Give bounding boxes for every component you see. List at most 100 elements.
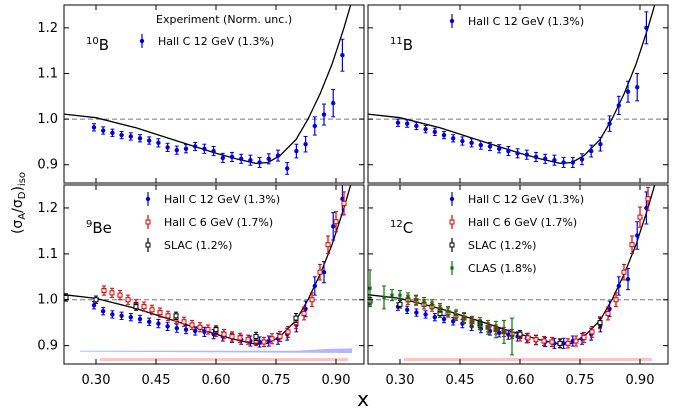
data-point	[395, 120, 401, 125]
nucleus-label: 12C	[390, 219, 413, 237]
data-point	[309, 297, 315, 303]
data-point	[432, 314, 437, 320]
data-point	[645, 196, 651, 202]
data-point	[193, 328, 198, 334]
data-point	[101, 288, 107, 294]
legend-marker	[449, 219, 455, 225]
data-point	[340, 53, 345, 58]
data-point	[573, 338, 579, 344]
legend-label: Hall C 6 GeV (1.7%)	[164, 216, 273, 229]
data-point	[581, 334, 587, 340]
y-tick-label: 1.2	[37, 201, 58, 216]
data-point	[605, 311, 611, 317]
data-point	[174, 326, 179, 331]
data-point	[589, 148, 594, 154]
data-point	[486, 325, 490, 329]
data-point	[181, 319, 187, 325]
data-point	[110, 312, 115, 317]
legend-entry: SLAC (1.2%)	[449, 238, 536, 252]
series-hallc12	[91, 185, 345, 348]
data-point	[202, 146, 207, 151]
data-point	[331, 100, 336, 106]
data-point	[478, 322, 482, 326]
data-point	[616, 103, 621, 108]
data-point	[543, 156, 548, 162]
data-point	[183, 327, 189, 332]
data-point	[109, 290, 115, 296]
data-point	[101, 128, 106, 133]
nucleus-label: 9Be	[86, 219, 112, 237]
nucleus-label: 10B	[86, 36, 109, 54]
data-point	[462, 316, 466, 320]
data-point	[156, 321, 161, 326]
data-point	[616, 283, 621, 289]
data-point	[213, 327, 219, 333]
data-point	[441, 316, 447, 322]
data-point	[368, 286, 372, 290]
plot-area	[64, 5, 364, 175]
plot-area	[368, 5, 668, 168]
y-axis-label: (σA/σD)iso	[10, 172, 28, 234]
data-point	[173, 313, 179, 319]
data-point	[470, 320, 474, 324]
data-point	[137, 136, 143, 141]
data-point	[93, 297, 99, 303]
data-point	[285, 329, 291, 335]
data-point	[635, 233, 640, 238]
data-point	[589, 329, 595, 335]
data-point	[101, 309, 106, 314]
x-tick-label: 0.90	[322, 373, 351, 388]
x-axis-label: x	[357, 387, 369, 411]
data-point	[237, 335, 243, 341]
data-point	[607, 121, 612, 126]
data-point	[565, 340, 571, 346]
x-tick-label: 0.45	[142, 373, 171, 388]
data-point	[64, 294, 69, 300]
data-point	[517, 331, 523, 337]
data-point	[570, 160, 575, 165]
data-point	[119, 313, 124, 319]
data-point	[220, 155, 225, 161]
data-point	[549, 339, 555, 345]
data-point	[506, 332, 511, 337]
data-point	[597, 320, 603, 326]
plot-area	[368, 185, 668, 362]
data-point	[239, 156, 244, 162]
legend-marker	[450, 266, 454, 270]
data-point	[110, 130, 115, 135]
legend-entry: Hall C 6 GeV (1.7%)	[145, 215, 273, 229]
y-tick-label: 1.0	[37, 112, 58, 127]
data-point	[432, 129, 437, 135]
data-point	[157, 310, 163, 316]
data-point	[524, 152, 529, 157]
data-point	[382, 295, 386, 300]
legend-label: Hall C 12 GeV (1.3%)	[164, 193, 280, 206]
panel-2: 0.30 0.45 0.60 0.75 0.90 0.9 1.0 1.1 1.2 9Be Hall …	[37, 184, 365, 388]
theory-curve	[368, 185, 656, 345]
data-point	[438, 306, 442, 310]
x-tick-label: 0.60	[202, 373, 231, 388]
data-point	[253, 333, 259, 339]
data-point	[552, 157, 557, 163]
panel-1: 11B Hall C 12 GeV (1.3%)	[367, 4, 669, 184]
data-point	[301, 311, 307, 317]
data-point	[303, 142, 308, 147]
data-point	[165, 324, 170, 329]
data-point	[398, 293, 402, 297]
data-point	[635, 84, 640, 90]
data-point	[397, 301, 403, 307]
data-point	[579, 157, 585, 162]
data-point	[451, 136, 456, 141]
data-point	[629, 242, 635, 248]
data-point	[515, 151, 520, 156]
data-point	[414, 123, 419, 129]
legend-label: CLAS (1.8%)	[468, 262, 537, 275]
x-tick-label: 0.75	[566, 373, 595, 388]
data-point	[331, 224, 336, 229]
data-point	[165, 145, 170, 150]
data-point	[147, 138, 152, 143]
data-point	[446, 309, 450, 313]
data-point	[137, 316, 143, 322]
data-point	[275, 153, 281, 158]
plot-area	[64, 185, 364, 362]
